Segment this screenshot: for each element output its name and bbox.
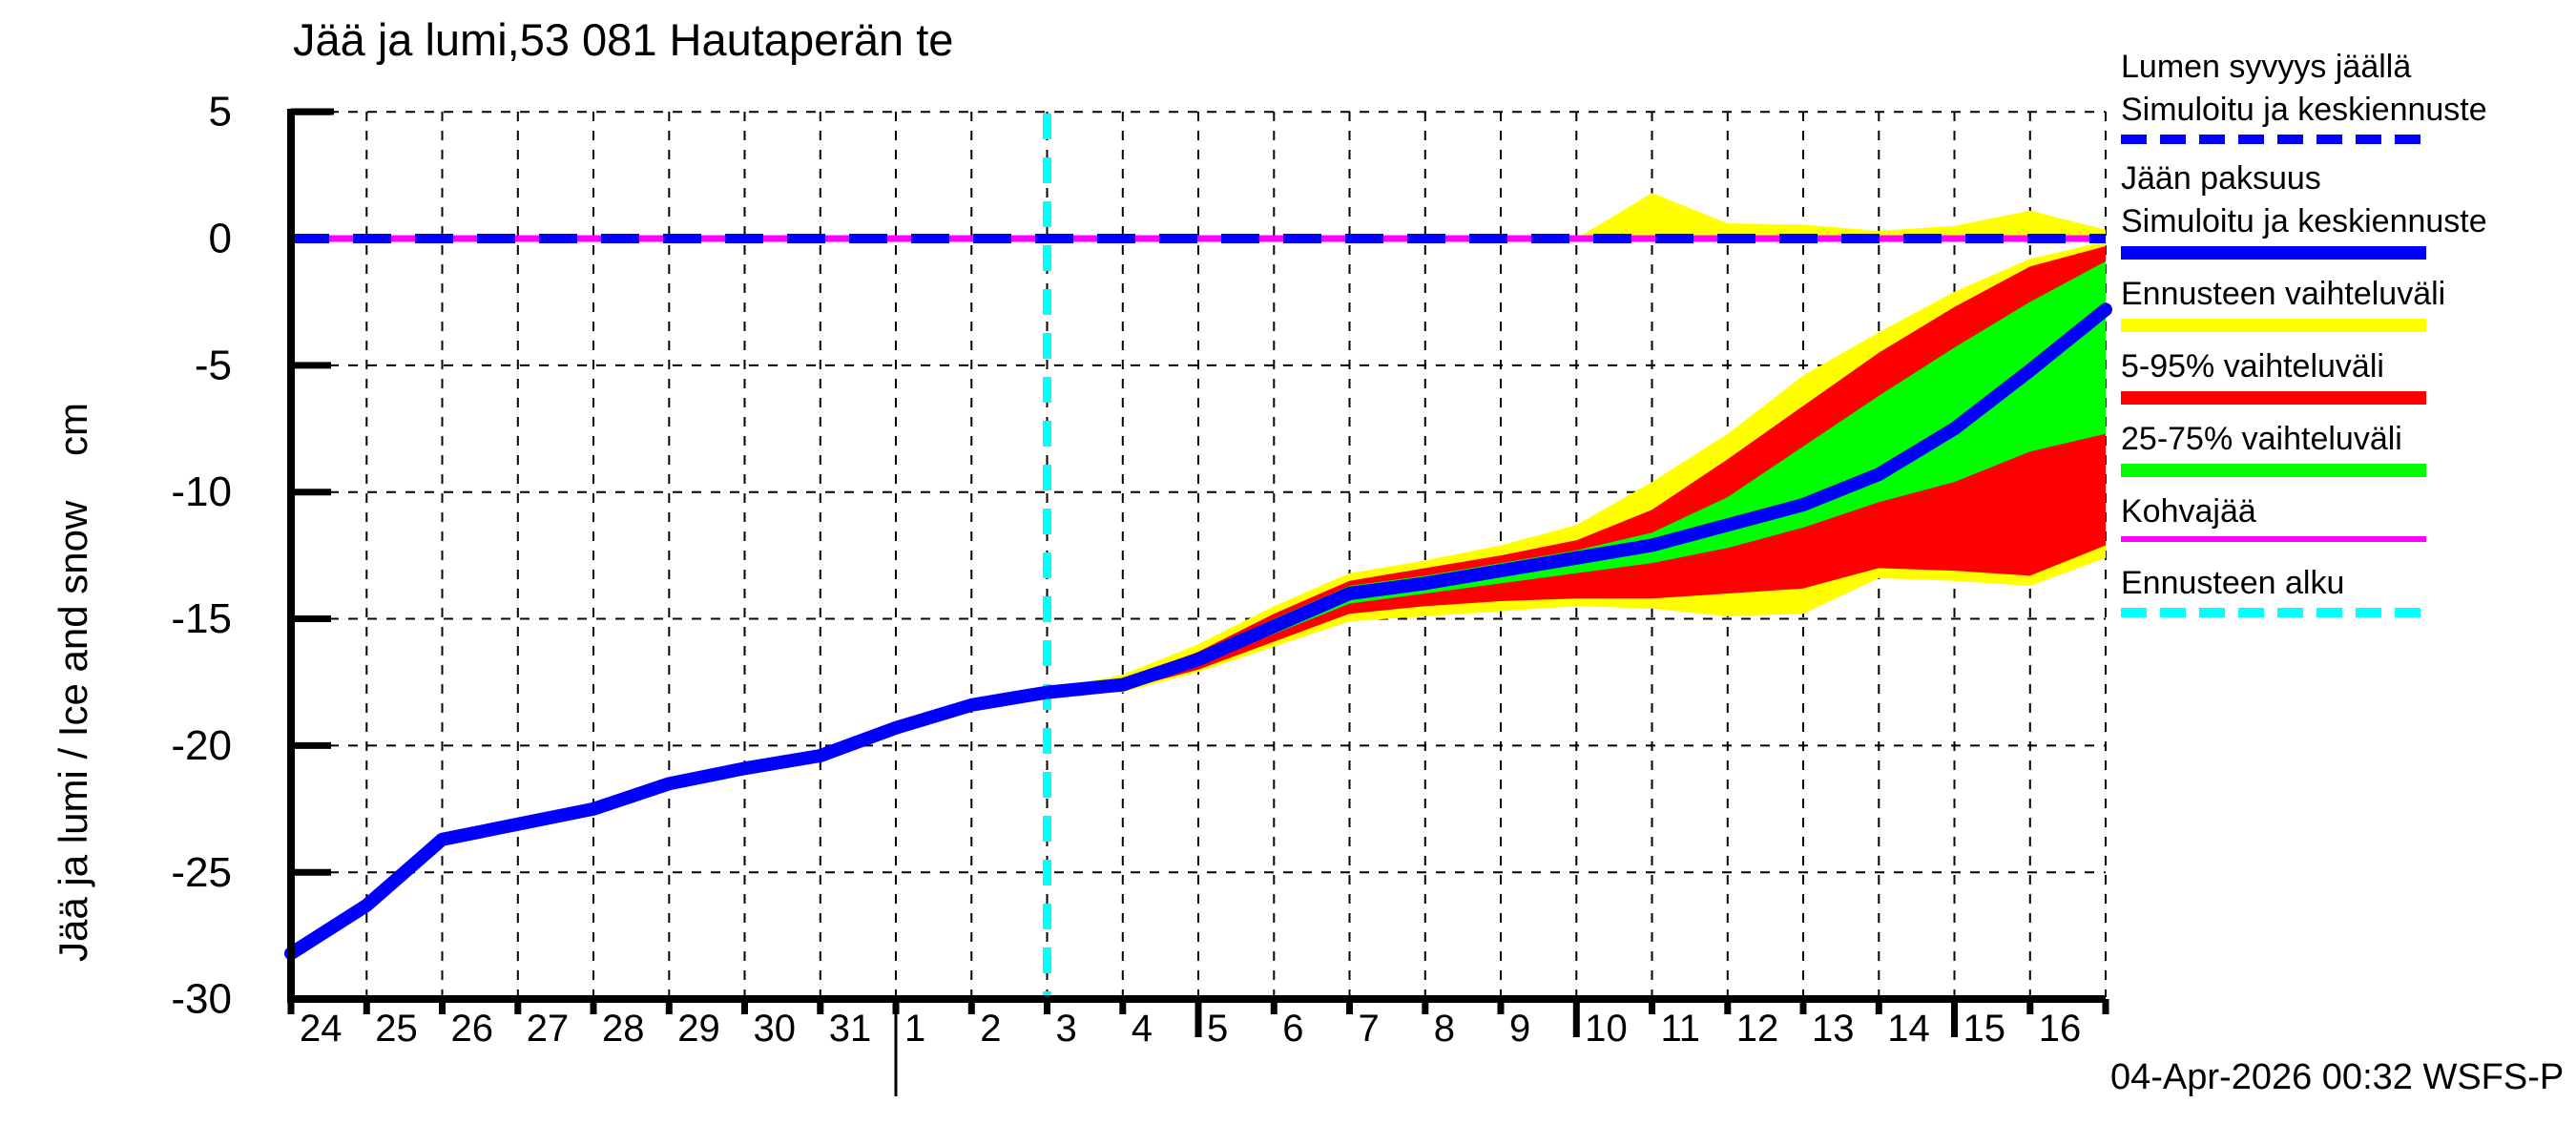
x-tick-label: 6	[1282, 1008, 1303, 1050]
legend-label: Ennusteen vaihteluväli	[2121, 276, 2446, 312]
x-tick-label: 11	[1661, 1008, 1701, 1050]
y-tick-label: -10	[171, 468, 232, 515]
legend-label: Lumen syvyys jäällä	[2121, 49, 2412, 85]
legend-label: 25-75% vaihteluväli	[2121, 421, 2402, 457]
ice-thickness-line	[284, 302, 2112, 961]
legend-entry-ice-thickness: Jään paksuus Simuloitu ja keskiennuste	[2121, 157, 2569, 260]
x-tick-label: 28	[602, 1008, 645, 1050]
y-tick-label: -5	[195, 342, 232, 388]
month-label-april: Huhtikuu April	[970, 1061, 1129, 1145]
legend-label: Ennusteen alku	[2121, 565, 2345, 601]
y-tick-label: 0	[209, 216, 232, 262]
x-tick-label: 8	[1434, 1008, 1455, 1050]
y-tick-label: -15	[171, 595, 232, 642]
x-tick-label: 1	[904, 1008, 925, 1050]
legend-entry-kohvajaa: Kohvajää	[2121, 490, 2569, 542]
forecast-start-line-swatch	[2121, 608, 2426, 617]
x-tick-label: 4	[1132, 1008, 1153, 1050]
kohvajaa-line-swatch	[2121, 536, 2426, 542]
band-5-95-swatch	[2121, 391, 2426, 405]
x-tick-label: 12	[1736, 1008, 1779, 1050]
y-tick-label: -25	[171, 849, 232, 896]
legend-label: Kohvajää	[2121, 493, 2256, 530]
legend-label: 5-95% vaihteluväli	[2121, 348, 2384, 385]
x-tick-label: 31	[829, 1008, 872, 1050]
month-label-march: Maaliskuu 2026 March	[293, 1061, 573, 1145]
legend-entry-forecast-range: Ennusteen vaihteluväli	[2121, 273, 2569, 332]
y-tick-label: -30	[171, 976, 232, 1023]
generation-timestamp: 04-Apr-2026 00:32 WSFS-P	[2110, 1057, 2565, 1097]
band-25-75	[1047, 260, 2106, 693]
legend-entry-snow-depth: Lumen syvyys jäällä Simuloitu ja keskien…	[2121, 46, 2569, 144]
x-tick-label: 27	[527, 1008, 570, 1050]
forecast-range-swatch	[2121, 319, 2426, 332]
x-tick-label: 9	[1509, 1008, 1530, 1050]
legend-entry-25-75: 25-75% vaihteluväli	[2121, 418, 2569, 477]
x-tick-label: 7	[1359, 1008, 1380, 1050]
x-tick-label: 5	[1207, 1008, 1228, 1050]
x-tick-label: 13	[1812, 1008, 1855, 1050]
ice-thickness-line-swatch	[2121, 246, 2426, 260]
x-tick-label: 16	[2039, 1008, 2082, 1050]
legend-entry-forecast-start: Ennusteen alku	[2121, 562, 2569, 617]
y-tick-label: 5	[209, 89, 232, 135]
x-tick-label: 25	[375, 1008, 418, 1050]
chart-title: Jää ja lumi,53 081 Hautaperän te	[293, 14, 954, 65]
x-tick-label: 29	[677, 1008, 720, 1050]
x-tick-label: 15	[1963, 1008, 2006, 1050]
legend-label: Simuloitu ja keskiennuste	[2121, 92, 2487, 128]
x-tick-label: 26	[451, 1008, 494, 1050]
snow-depth-line-swatch	[2121, 135, 2426, 144]
x-tick-label: 2	[980, 1008, 1001, 1050]
x-tick-label: 24	[300, 1008, 343, 1050]
legend-entry-5-95: 5-95% vaihteluväli	[2121, 345, 2569, 405]
chart-legend: Lumen syvyys jäällä Simuloitu ja keskien…	[2121, 46, 2569, 631]
x-tick-label: 3	[1056, 1008, 1077, 1050]
legend-label: Jään paksuus	[2121, 160, 2321, 197]
x-tick-label: 10	[1585, 1008, 1628, 1050]
forecast-range-band	[1047, 240, 2106, 693]
band-25-75-swatch	[2121, 464, 2426, 477]
y-tick-label: -20	[171, 722, 232, 769]
x-tick-label: 30	[754, 1008, 797, 1050]
legend-label: Simuloitu ja keskiennuste	[2121, 203, 2487, 239]
x-tick-label: 14	[1887, 1008, 1930, 1050]
